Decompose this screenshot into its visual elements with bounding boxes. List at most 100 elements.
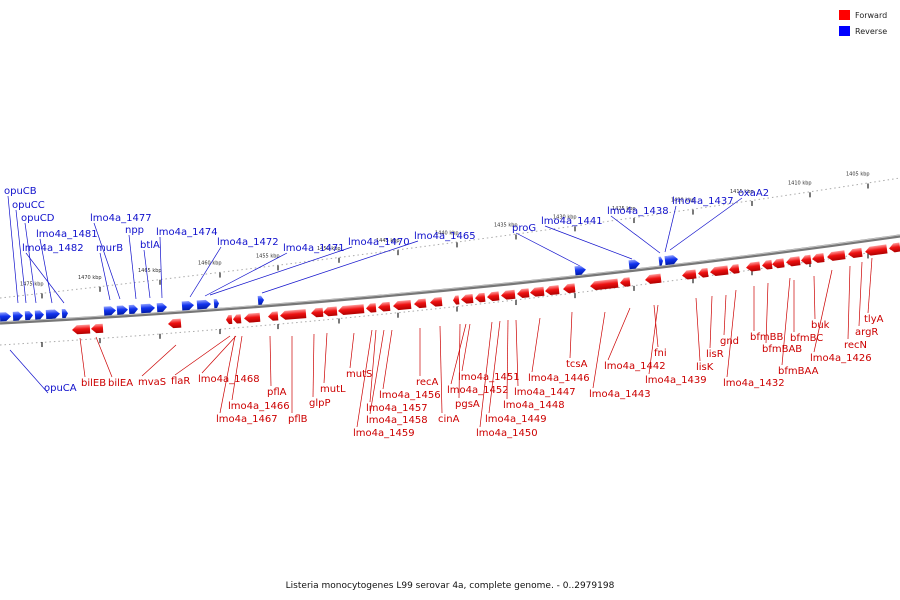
reverse-gene-arrow <box>12 311 23 321</box>
leader-line <box>544 225 633 260</box>
forward-gene-arrow <box>280 309 307 320</box>
backbone <box>0 177 900 346</box>
scale-ticks: 1475 kbp 1470 kbp 1465 kbp 1460 kbp 1455 kbp… <box>20 171 870 348</box>
gene-label-buk: buk <box>811 320 830 331</box>
reverse-gene-arrow <box>181 301 194 311</box>
leader-line <box>24 222 37 304</box>
leader-line <box>25 252 65 304</box>
leader-line <box>323 332 328 384</box>
leader-line <box>858 261 863 327</box>
leader-line <box>95 336 113 378</box>
gene-label-opuca: opuCA <box>44 383 77 394</box>
forward-gene-arrow <box>338 304 365 315</box>
leader-line <box>695 297 701 362</box>
leader-line <box>369 329 377 403</box>
gene-label-bfmbc: bfmBC <box>790 333 823 344</box>
leader-line <box>515 319 519 387</box>
forward-gene-arrow <box>762 259 773 270</box>
reverse-gene-arrow <box>257 295 264 305</box>
leader-line <box>439 325 443 414</box>
tick-label: 1440 kbp <box>435 230 459 236</box>
gene-label-lmo4a-1439: lmo4a_1439 <box>645 375 707 386</box>
forward-gene-arrow <box>772 258 785 269</box>
forward-gene-arrow <box>268 311 279 321</box>
leader-line <box>664 205 677 253</box>
gene-label-lmo4a-1451: lmo4a_1451 <box>458 372 520 383</box>
gene-label-lmo4a-1437: lmo4a_1437 <box>672 196 734 207</box>
forward-gene-arrow <box>848 247 863 259</box>
leader-line <box>15 209 27 304</box>
leader-line <box>813 275 816 320</box>
gene-label-npp: npp <box>125 225 144 236</box>
tick-label: 1465 kbp <box>138 268 162 274</box>
gene-label-oxaa2: oxaA2 <box>738 188 769 199</box>
reverse-gene-arrow <box>140 303 155 314</box>
forward-gene-arrow <box>311 307 324 318</box>
leader-line <box>7 195 19 304</box>
gene-label-lmo4a-1446: lmo4a_1446 <box>528 373 590 384</box>
reverse-gene-arrow <box>628 259 640 270</box>
leader-line <box>141 344 177 377</box>
leader-line <box>369 329 385 415</box>
leader-line <box>813 269 833 353</box>
leader-line <box>356 329 373 428</box>
reverse-gene-arrow <box>34 310 44 320</box>
gene-label-lmo4a-1471: lmo4a_1471 <box>283 243 345 254</box>
leader-line <box>488 320 501 414</box>
gene-label-lmo4a-1432: lmo4a_1432 <box>723 378 785 389</box>
forward-gene-arrow <box>827 250 846 261</box>
leader-line <box>781 277 791 366</box>
gene-label-muts: mutS <box>346 369 372 380</box>
leader-line <box>128 234 137 300</box>
leader-line <box>159 236 163 299</box>
forward-gene-arrow <box>475 292 486 303</box>
reverse-gene-arrow <box>47 309 60 319</box>
forward-gene-arrow <box>323 306 338 317</box>
leader-line <box>765 282 769 344</box>
reverse-gene-arrow <box>128 304 138 315</box>
gene-label-lmo4a-1477: lmo4a_1477 <box>90 213 152 224</box>
tick-label: 1475 kbp <box>20 281 44 287</box>
reverse-gene-arrow <box>116 305 128 315</box>
forward-gene-arrow <box>233 314 242 324</box>
legend-reverse-label: Reverse <box>855 27 887 36</box>
tick-label: 1460 kbp <box>198 261 222 267</box>
forward-gene-arrow <box>414 298 427 309</box>
forward-gene-arrow <box>91 323 104 334</box>
forward-gene-arrow <box>801 254 812 265</box>
gene-label-bileb: bilEB <box>81 378 106 389</box>
forward-gene-arrow <box>72 324 91 335</box>
tick-label: 1455 kbp <box>256 253 280 259</box>
gene-label-bfmbaa: bfmBAA <box>778 366 819 377</box>
leader-line <box>726 289 737 378</box>
lower-ruler <box>0 247 900 346</box>
gene-label-lmo4a-1470: lmo4a_1470 <box>348 237 410 248</box>
gene-label-tlya: tlyA <box>864 314 884 325</box>
reverse-gene-arrow <box>574 265 586 276</box>
leader-line <box>201 335 237 374</box>
leader-line <box>458 323 461 399</box>
forward-gene-arrow <box>168 318 182 329</box>
gene-label-flar: flaR <box>171 376 190 387</box>
leader-line <box>648 304 659 375</box>
gene-label-fni: fni <box>654 348 667 359</box>
reverse-gene-arrow <box>658 256 663 266</box>
leader-line <box>610 215 661 254</box>
gene-label-lmo4a-1474: lmo4a_1474 <box>156 227 218 238</box>
genome-caption: Listeria monocytogenes L99 serovar 4a, c… <box>286 581 615 591</box>
forward-gene-arrow <box>501 289 516 300</box>
leader-line <box>450 323 467 385</box>
gene-label-btla: btlA <box>140 240 160 251</box>
forward-gene-arrow <box>226 314 233 325</box>
forward-gene-arrow <box>812 253 825 263</box>
leader-line <box>312 333 315 398</box>
forward-gene-arrow <box>889 242 900 253</box>
legend: Forward Reverse <box>839 10 887 36</box>
gene-label-opucd: opuCD <box>21 213 55 224</box>
gene-labels: opuCB opuCC opuCD lmo4a_1481 lmo4a_1482 lmo4a… <box>4 186 884 439</box>
reverse-gene-arrow <box>156 302 167 313</box>
gene-label-lmo4a-1456: lmo4a_1456 <box>379 390 441 401</box>
gene-label-lmo4a-1441: lmo4a_1441 <box>541 216 603 227</box>
